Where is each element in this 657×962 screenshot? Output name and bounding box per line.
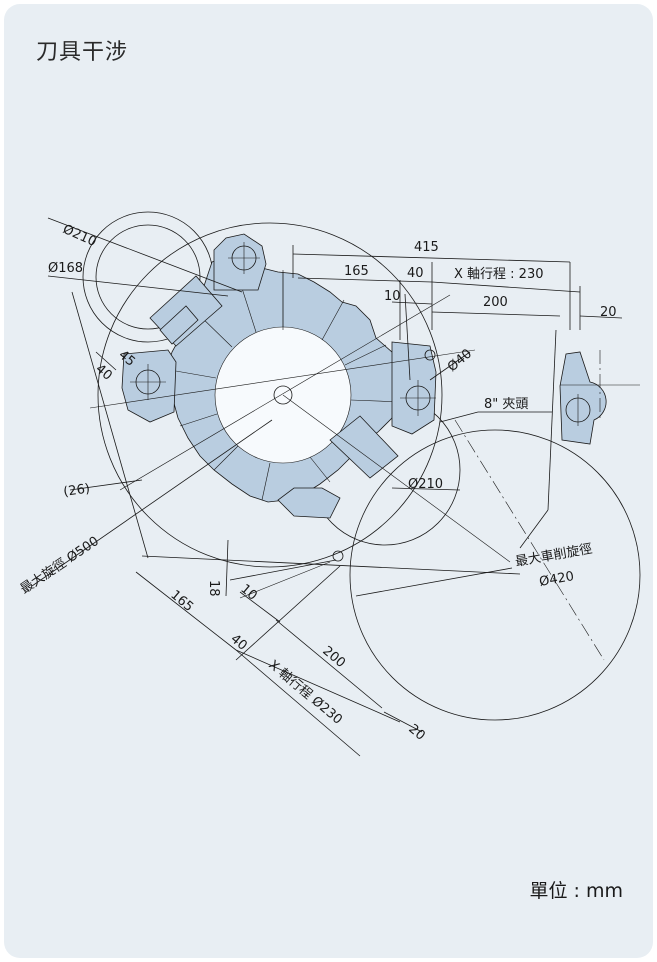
dim-dia-210-top: Ø210 (60, 222, 98, 250)
dim-10-top: 10 (384, 289, 401, 304)
marker-circle-upper (424, 349, 436, 361)
dim-415: 415 (414, 240, 439, 255)
tool-holder-left (121, 349, 177, 423)
max-turning-label: 最大車削旋徑 (514, 542, 593, 570)
max-turning-dia: Ø420 (538, 569, 575, 590)
dim-18: 18 (206, 580, 221, 597)
unit-label: 單位 : mm (529, 880, 624, 902)
tool-holder-top (213, 233, 267, 291)
marker-circle-lower (332, 550, 344, 562)
dim-40-top: 40 (407, 266, 424, 281)
tool-holder-right (391, 341, 437, 435)
tool-holder-bottom (277, 487, 341, 519)
tool-circle-168 (95, 224, 201, 330)
dim-20-top: 20 (600, 305, 617, 320)
max-swing-label: 最大旋徑 Ø500 (18, 534, 102, 597)
dim-dia-210-right: Ø210 (408, 477, 443, 492)
left-dimensions (31, 217, 273, 587)
dim-200-top: 200 (483, 295, 508, 310)
x-axis-travel-top: X 軸行程 : 230 (454, 267, 544, 282)
construction-lines (89, 270, 640, 661)
chuck-label: 8" 夾頭 (484, 397, 528, 412)
drawing-card (4, 4, 653, 958)
top-dimensions (292, 245, 623, 549)
dim-165-top: 165 (344, 264, 369, 279)
dim-dia-168: Ø168 (48, 261, 83, 276)
page-title: 刀具干涉 (36, 40, 129, 65)
dim-40-left: 40 (92, 362, 114, 384)
dim-165-bottom: 165 (167, 588, 196, 615)
dim-26: (26) (62, 481, 91, 500)
leader-lines (355, 351, 552, 597)
tool-holder-far-right (559, 351, 607, 445)
max-turning-circle (349, 429, 641, 721)
turret-center (273, 385, 293, 405)
dim-200-bottom: 200 (319, 644, 348, 671)
tool-holder-lower-right (329, 415, 399, 479)
bottom-dimensions (135, 539, 521, 757)
max-swing-circle (97, 222, 443, 568)
dim-10-bottom: 10 (237, 582, 259, 604)
